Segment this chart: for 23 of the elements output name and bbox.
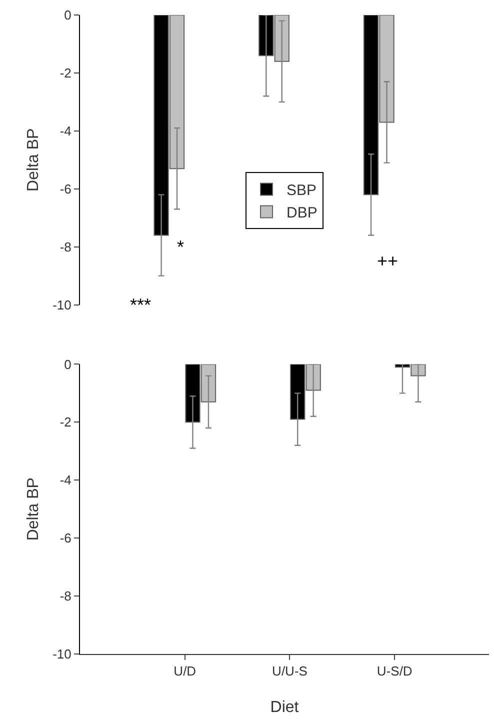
y-tick-label: -6	[60, 181, 72, 196]
y-tick-label: -2	[60, 414, 72, 430]
y-tick-label: -10	[52, 297, 72, 312]
legend-label: DBP	[286, 204, 318, 222]
y-tick-label: -6	[60, 530, 72, 546]
annotation: *	[177, 237, 184, 257]
y-axis-title: Delta BP	[25, 128, 42, 192]
x-tick-label: U-S/D	[376, 664, 412, 679]
legend-label: SBP	[286, 182, 317, 200]
annotation: ***	[130, 295, 152, 315]
y-tick-label: -8	[60, 588, 72, 604]
y-tick-label: 0	[64, 356, 72, 372]
y-tick-label: 0	[64, 8, 72, 23]
annotation: ++	[377, 251, 398, 271]
y-axis-title: Delta BP	[25, 478, 42, 541]
y-tick-label: -4	[60, 472, 72, 488]
x-tick-label: U/D	[174, 664, 196, 679]
x-tick-label: U/U-S	[272, 664, 308, 679]
y-tick-label: -10	[52, 646, 72, 662]
y-tick-label: -2	[60, 66, 72, 81]
x-axis-title: Diet	[270, 699, 300, 716]
y-tick-label: -4	[60, 123, 72, 138]
y-tick-label: -8	[60, 239, 72, 254]
